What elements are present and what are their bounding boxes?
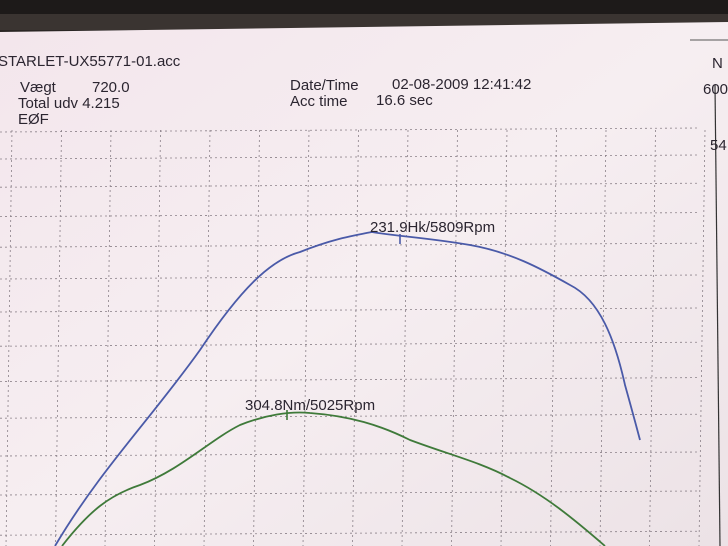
- file-name: STARLET-UX55771-01.acc: [0, 53, 181, 70]
- grid-line: [253, 129, 260, 546]
- power-annotation: 231.9Hk/5809Rpm: [370, 219, 495, 236]
- grid-line: [0, 307, 701, 313]
- torque-annotation: 304.8Nm/5025Rpm: [245, 397, 375, 414]
- weight-label: Vægt: [20, 79, 57, 96]
- grid-line: [698, 129, 706, 546]
- grid-line: [0, 377, 701, 382]
- grid-line: [0, 451, 701, 457]
- grid-line: [0, 212, 701, 217]
- corner-label: N: [712, 55, 723, 72]
- scale-top: 600: [703, 81, 728, 98]
- acc-value: 16.6 sec: [376, 92, 433, 109]
- grid-line: [0, 242, 701, 248]
- grid-line: [0, 530, 701, 536]
- right-axis: [714, 84, 721, 546]
- grid-line: [302, 129, 310, 546]
- grid-line: [203, 129, 211, 546]
- grid-line: [0, 154, 701, 160]
- grid-line: [104, 129, 112, 546]
- acc-label: Acc time: [290, 93, 348, 110]
- grid-line: [55, 129, 62, 546]
- keyboard-keys: [0, 0, 728, 14]
- grid-line: [550, 129, 557, 546]
- scale-next: 54: [710, 137, 727, 154]
- grid-line: [500, 129, 508, 546]
- grid-line: [599, 129, 607, 546]
- datetime-label: Date/Time: [290, 77, 359, 94]
- grid-line: [649, 129, 656, 546]
- grid-line: [0, 413, 701, 419]
- power-curve: [54, 231, 641, 546]
- grid-line: [0, 182, 701, 188]
- grid-line: [154, 129, 161, 546]
- weight-value: 720.0: [92, 79, 130, 96]
- grid-line: [451, 129, 458, 546]
- grid-line: [352, 129, 359, 546]
- total-udv: Total udv 4.215: [18, 95, 120, 112]
- eof: EØF: [18, 111, 49, 128]
- torque-curve: [61, 411, 606, 546]
- grid-line: [401, 129, 409, 546]
- grid-line: [0, 127, 701, 133]
- grid-line: [5, 129, 13, 546]
- grid-line: [0, 274, 701, 280]
- grid-line: [0, 341, 701, 347]
- datetime-value: 02-08-2009 12:41:42: [392, 76, 531, 93]
